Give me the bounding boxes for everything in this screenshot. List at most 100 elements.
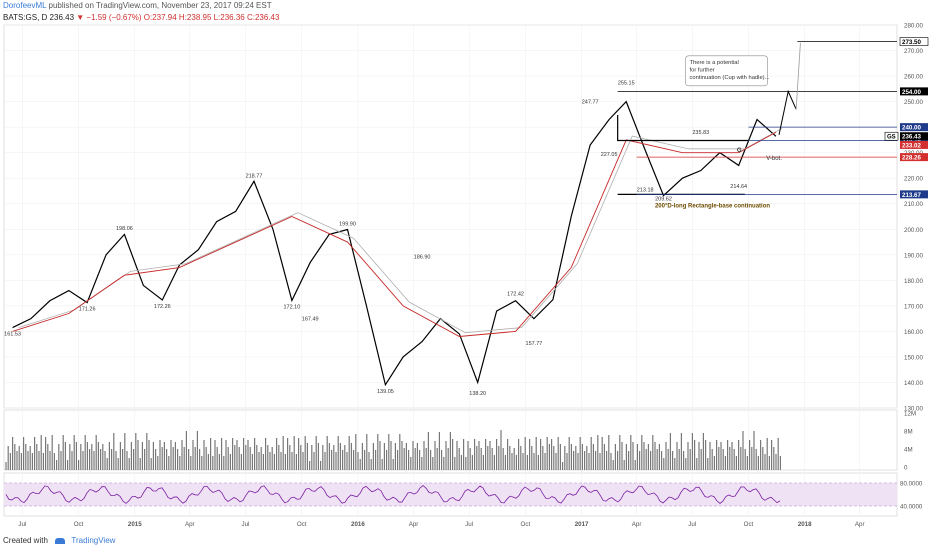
last-price-badge-text: 236.43 [902, 134, 921, 141]
volume-tick-label: 8M [904, 429, 913, 436]
point-label: 172.26 [154, 304, 171, 310]
point-label: 199.90 [339, 222, 356, 228]
point-label: 214.64 [730, 184, 747, 190]
rectangle-note: 200°D-long Rectangle-base continuation [655, 204, 770, 210]
y-tick-label: 150.00 [904, 354, 923, 361]
x-tick-label: Apr [409, 521, 419, 528]
projection-extension [795, 42, 801, 110]
publish-line: DorofeevML published on TradingView.com,… [3, 1, 272, 10]
point-label: 255.15 [618, 80, 635, 86]
volume-tick-label: 4M [904, 447, 913, 454]
price-change: ▼ −1.59 (−0.67%) [76, 13, 142, 22]
ohlc-values: O:237.94 H:238.95 L:236.36 C:236.43 [143, 13, 280, 22]
x-tick-label: Oct [744, 521, 754, 528]
y-tick-label: 160.00 [904, 329, 923, 336]
target-badge [899, 37, 929, 46]
rsi-band [4, 483, 897, 506]
last-price: 236.43 [49, 13, 75, 22]
point-label: 235.83 [692, 130, 709, 136]
footer: Created with TradingView [3, 536, 115, 545]
point-label: 186.90 [414, 255, 431, 261]
callout-text: There is a potential [690, 60, 739, 66]
level-badge [900, 140, 928, 149]
x-tick-label: Oct [297, 521, 307, 528]
point-label: 138.20 [469, 391, 486, 397]
volume-tick-label: 0 [904, 465, 908, 472]
y-tick-label: 260.00 [904, 74, 923, 81]
level-badge-text: 233.02 [902, 142, 921, 149]
y-tick-label: 220.00 [904, 176, 923, 183]
level-badge [900, 87, 928, 96]
level-badge [900, 136, 928, 145]
level-badge-text: 254.00 [902, 89, 921, 96]
v-bot-label: V-bot. [766, 156, 782, 162]
x-tick-label: 2018 [798, 521, 812, 528]
symbol-line: BATS:GS, D 236.43 ▼ −1.59 (−0.67%) O:237… [3, 13, 279, 22]
ma-red-line [12, 131, 777, 337]
tradingview-logo-icon [55, 537, 66, 544]
x-tick-label: Apr [185, 521, 195, 528]
y-tick-label: 140.00 [904, 380, 923, 387]
symbol-badge [884, 131, 899, 141]
level-badge [900, 190, 928, 199]
symbol-name: BATS:GS, D [3, 13, 48, 22]
symbol-badge-text: GS [887, 135, 896, 141]
point-label: 218.77 [246, 173, 263, 179]
y-tick-label: 210.00 [904, 201, 923, 208]
x-tick-label: Jul [688, 521, 696, 528]
rectangle-top [617, 114, 749, 142]
rsi-tick-label: 80.0000 [900, 481, 923, 488]
y-tick-label: 200.00 [904, 227, 923, 234]
x-tick-label: 2015 [128, 521, 142, 528]
x-tick-label: Apr [855, 521, 865, 528]
callout-box [685, 55, 768, 87]
level-badge-text: 228.26 [902, 155, 921, 162]
x-tick-label: Jul [241, 521, 249, 528]
callout-text: continuation (Cup with hadle)... [690, 75, 770, 81]
x-tick-label: Jul [465, 521, 473, 528]
x-tick-label: Oct [74, 521, 84, 528]
y-tick-label: 170.00 [904, 303, 923, 310]
point-label: 157.77 [526, 341, 543, 347]
x-tick-label: Apr [632, 521, 642, 528]
level-badge [900, 123, 928, 132]
y-tick-label: 180.00 [904, 278, 923, 285]
y-tick-label: 250.00 [904, 99, 923, 106]
tradingview-link[interactable]: TradingView [71, 536, 116, 545]
y-tick-label: 130.00 [904, 406, 923, 413]
point-label: 213.18 [637, 188, 654, 194]
rsi-line [5, 484, 781, 505]
y-tick-label: 280.00 [904, 23, 923, 30]
author-link[interactable]: DorofeevML [3, 1, 47, 10]
projection-path [778, 89, 797, 135]
point-label: 198.06 [116, 226, 133, 232]
target-badge-text: 273.50 [902, 39, 921, 46]
point-label: 139.05 [377, 389, 394, 395]
point-label: 172.42 [507, 292, 524, 298]
level-badge-text: 213.67 [902, 192, 921, 199]
x-tick-label: Oct [521, 521, 531, 528]
g-label: G [737, 148, 742, 154]
y-tick-label: 270.00 [904, 48, 923, 55]
level-badge [900, 153, 928, 162]
ma-gray-line [18, 128, 783, 334]
point-label: 172.10 [283, 305, 300, 311]
created-with-label: Created with [3, 536, 48, 545]
last-price-badge [900, 132, 928, 141]
point-label: 161.53 [4, 331, 21, 337]
x-tick-label: 2016 [351, 521, 365, 528]
volume-tick-label: 12M [904, 411, 916, 418]
point-label: 209.62 [655, 197, 672, 203]
level-badge-text: 240.00 [902, 125, 921, 132]
price-line [12, 100, 777, 387]
rsi-tick-label: 40.0000 [900, 504, 923, 511]
point-label: 247.77 [582, 99, 599, 105]
y-tick-label: 190.00 [904, 252, 923, 259]
point-label: 167.49 [302, 316, 319, 322]
x-tick-label: Jul [18, 521, 26, 528]
published-text: published on TradingView.com, November 2… [48, 1, 272, 10]
point-label: 171.26 [79, 307, 96, 313]
x-tick-label: 2017 [575, 521, 589, 528]
point-label: 227.05 [601, 152, 618, 158]
